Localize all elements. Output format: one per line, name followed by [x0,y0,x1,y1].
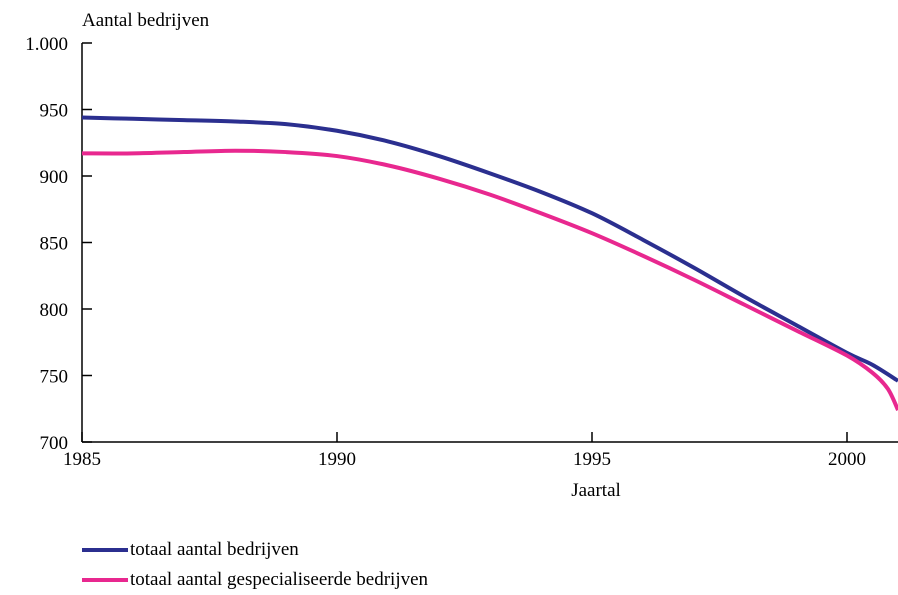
legend-item-totaal: totaal aantal bedrijven [82,535,428,565]
y-axis-title: Aantal bedrijven [82,10,210,31]
y-tick-label: 900 [40,167,69,188]
x-tick-label: 1990 [318,449,356,470]
y-tick-label: 1.000 [25,34,68,55]
series-line-gespecialiseerd [81,148,898,411]
x-tick-label: 2000 [828,449,866,470]
legend-label-gespecialiseerd: totaal aantal gespecialiseerde bedrijven [130,569,429,590]
legend-item-gespecialiseerd: totaal aantal gespecialiseerde bedrijven [82,565,428,595]
y-ticks: 700 750 800 850 900 950 1.000 [25,34,92,454]
x-tick-label: 1985 [63,449,101,470]
x-tick-label: 1995 [573,449,611,470]
legend-swatch-totaal [82,548,128,552]
y-tick-label: 850 [40,234,69,255]
legend-label-totaal: totaal aantal bedrijven [130,539,299,560]
legend: totaal aantal bedrijven totaal aantal ge… [82,535,428,595]
x-ticks: 1985 1990 1995 2000 [63,432,866,470]
x-axis-title: Jaartal [571,480,621,501]
plot-area: 700 750 800 850 900 950 1.000 1985 1990 1995 2000 [25,34,898,470]
legend-swatch-gespecialiseerd [82,578,128,582]
y-tick-label: 700 [40,433,69,454]
y-tick-label: 750 [40,367,69,388]
y-tick-label: 950 [40,101,69,122]
series-group [81,115,898,411]
y-tick-label: 800 [40,300,69,321]
series-line-totaal [81,115,898,383]
